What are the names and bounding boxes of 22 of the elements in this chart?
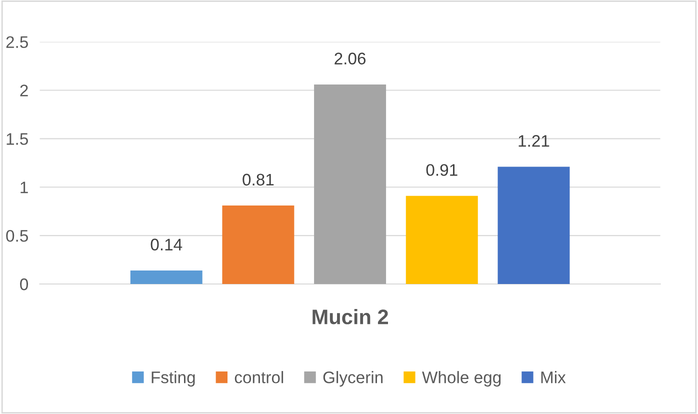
bar (314, 84, 386, 284)
y-tick-label: 2.5 (6, 36, 28, 48)
y-tick-label: 1 (20, 182, 28, 194)
data-label: 0.81 (242, 174, 274, 186)
legend-label: Whole egg (422, 371, 501, 387)
y-tick-label: 0.5 (6, 230, 28, 242)
legend-label: Fsting (152, 371, 195, 387)
bar (498, 166, 570, 284)
data-label: 1.21 (518, 135, 550, 147)
y-tick-label: 0 (20, 278, 28, 290)
bar (130, 270, 202, 284)
x-tick-label: Mucin 2 (312, 309, 388, 324)
data-label: 2.06 (334, 52, 366, 64)
y-tick-label: 1.5 (6, 133, 28, 145)
bar (222, 206, 294, 284)
legend-label: control (234, 371, 284, 384)
legend-label: Mix (541, 371, 566, 384)
data-label: 0.14 (150, 238, 182, 250)
bar (406, 196, 478, 284)
y-tick-label: 2 (20, 84, 28, 96)
data-label: 0.91 (426, 164, 458, 176)
legend-label: Glycerin (323, 371, 383, 387)
